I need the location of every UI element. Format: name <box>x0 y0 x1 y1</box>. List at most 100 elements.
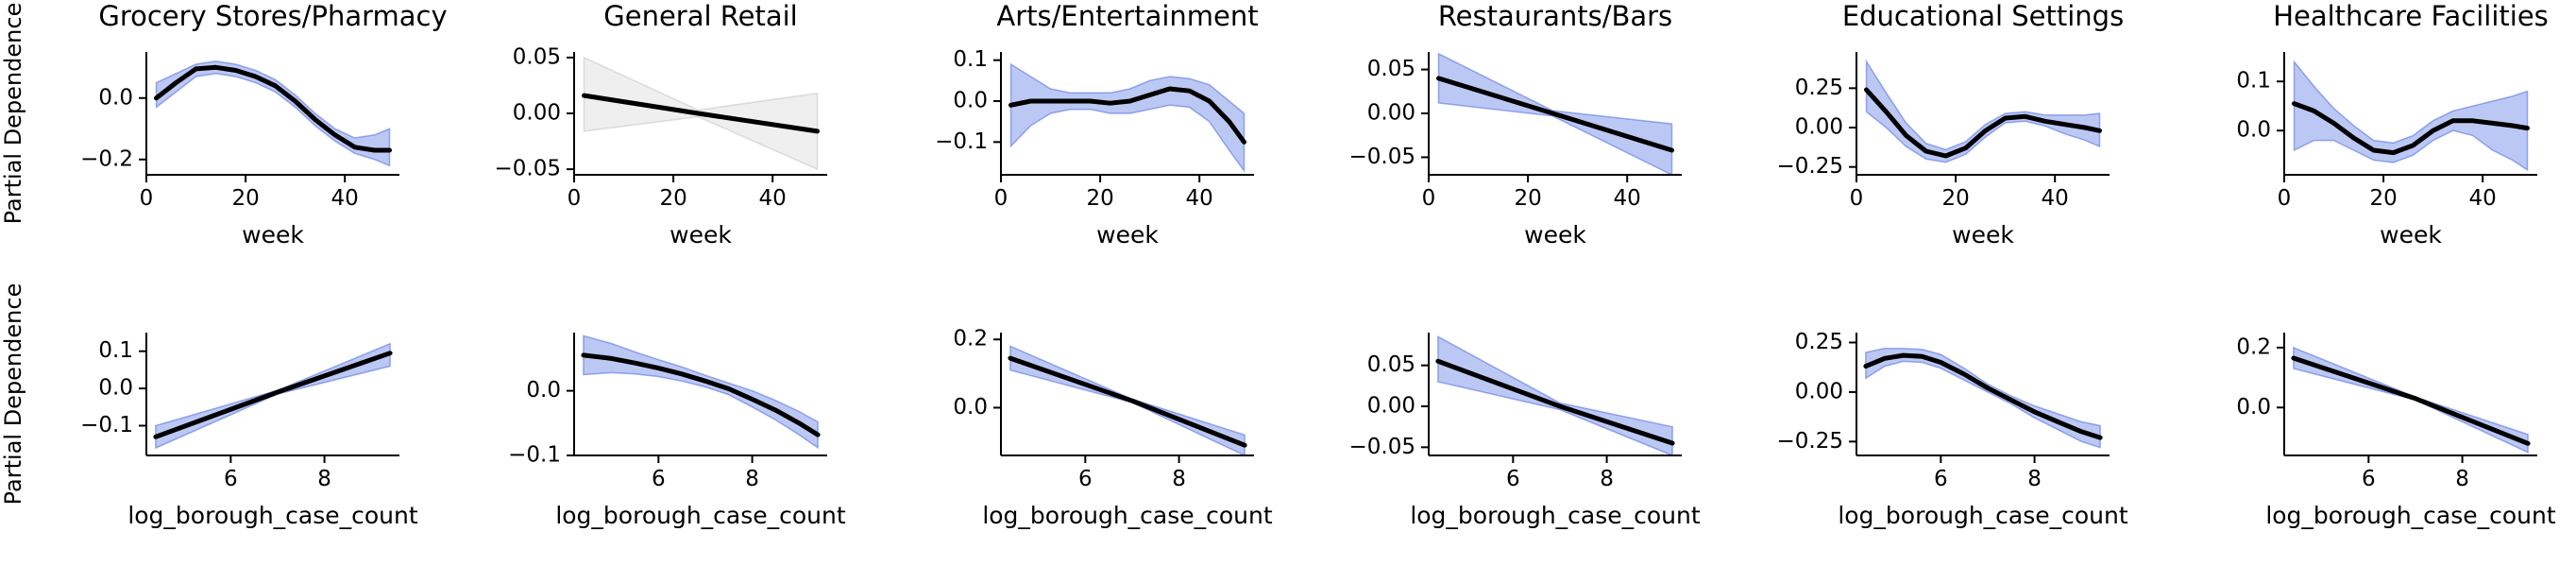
subplot-1: 0 20 40 −0.2 0.0 week Grocery Stores/Pharmacy <box>80 0 448 249</box>
x-tick-label: 40 <box>2042 186 2069 211</box>
x-tick-label: 20 <box>659 186 686 211</box>
x-tick-label: 0 <box>568 186 582 211</box>
x-tick-label: 20 <box>1086 186 1113 211</box>
subplot-title: Grocery Stores/Pharmacy <box>98 0 447 32</box>
partial-dependence-line <box>153 351 393 439</box>
partial-dependence-line <box>2292 101 2530 156</box>
subplot-title: Restaurants/Bars <box>1438 0 1672 32</box>
subplot-8: 6 8 −0.1 0.0 log_borough_case_count <box>508 333 846 529</box>
confidence-band <box>2293 60 2529 172</box>
partial-dependence-line <box>1863 352 2103 440</box>
y-tick-label: 0.25 <box>1795 330 1843 354</box>
y-tick-label: 0.05 <box>513 44 561 69</box>
x-tick-label: 20 <box>1941 186 1969 211</box>
x-axis-label: log_borough_case_count <box>555 502 846 529</box>
y-tick-label: 0.0 <box>953 395 988 420</box>
x-tick-label: 40 <box>759 186 787 211</box>
x-tick-label: 0 <box>2278 186 2292 211</box>
y-tick-label: 0.00 <box>1795 379 1843 403</box>
x-tick-label: 20 <box>1514 186 1541 211</box>
x-tick-label: 40 <box>2469 186 2497 211</box>
y-tick-label: −0.2 <box>80 146 133 171</box>
x-tick-label: 0 <box>994 186 1008 211</box>
y-tick-label: −0.25 <box>1777 429 1843 454</box>
x-axis-label: week <box>1096 221 1159 249</box>
confidence-band <box>155 60 391 167</box>
x-tick-label: 8 <box>1600 467 1614 491</box>
x-axis-label: log_borough_case_count <box>2265 502 2556 529</box>
x-tick-label: 8 <box>2455 467 2469 491</box>
subplot-10: 6 8 −0.05 0.00 0.05 log_borough_case_count <box>1349 333 1701 529</box>
subplot-6: 0 20 40 0.0 0.1 week Healthcare Facilities <box>2236 0 2548 249</box>
x-tick-label: 8 <box>2027 467 2042 491</box>
partial-dependence-line <box>1435 358 1675 446</box>
x-axis-label: week <box>1952 221 2014 249</box>
confidence-band <box>1865 59 2101 163</box>
subplot-11: 6 8 −0.25 0.00 0.25 log_borough_case_count <box>1777 330 2128 529</box>
x-tick-label: 8 <box>745 467 759 491</box>
y-tick-label: 0.1 <box>2236 69 2271 94</box>
confidence-band <box>1437 335 1673 457</box>
y-tick-label: 0.0 <box>2236 118 2271 143</box>
x-tick-label: 6 <box>224 467 238 491</box>
partial-dependence-line <box>1864 87 2102 159</box>
y-tick-label: 0.0 <box>953 89 988 113</box>
y-tick-label: −0.05 <box>1349 435 1415 459</box>
x-axis-label: log_borough_case_count <box>127 502 418 529</box>
x-tick-label: 40 <box>1186 186 1213 211</box>
y-tick-label: 0.05 <box>1367 57 1415 81</box>
x-axis-label: week <box>669 221 732 249</box>
subplot-title: General Retail <box>603 0 797 32</box>
x-axis-label: week <box>242 221 304 249</box>
x-tick-label: 0 <box>1850 186 1864 211</box>
y-tick-label: 0.1 <box>98 338 133 363</box>
x-tick-label: 6 <box>1078 467 1093 491</box>
y-tick-label: −0.05 <box>1349 145 1415 169</box>
y-tick-label: 0.05 <box>1367 352 1415 377</box>
y-tick-label: 0.0 <box>98 376 133 401</box>
x-axis-label: week <box>2380 221 2442 249</box>
y-tick-label: 0.00 <box>1367 101 1415 126</box>
x-tick-label: 0 <box>140 186 154 211</box>
y-tick-label: 0.00 <box>513 101 561 126</box>
x-tick-label: 0 <box>1422 186 1436 211</box>
confidence-band <box>583 334 819 450</box>
subplot-12: 6 8 0.0 0.2 log_borough_case_count <box>2236 333 2556 529</box>
y-tick-label: −0.05 <box>495 157 561 181</box>
x-tick-label: 40 <box>1614 186 1641 211</box>
y-tick-label: 0.00 <box>1367 394 1415 419</box>
subplot-2: 0 20 40 −0.05 0.00 0.05 week General Retail <box>495 0 827 249</box>
x-tick-label: 20 <box>231 186 259 211</box>
confidence-band <box>1865 348 2101 449</box>
x-tick-label: 6 <box>1934 467 1948 491</box>
subplot-title: Healthcare Facilities <box>2273 0 2549 32</box>
subplot-4: 0 20 40 −0.05 0.00 0.05 week Restaurants/Bars <box>1349 0 1682 249</box>
y-tick-label: −0.1 <box>80 413 133 437</box>
partial-dependence-line <box>154 64 392 153</box>
y-tick-label: 0.2 <box>953 327 988 352</box>
partial-dependence-line <box>1436 76 1674 153</box>
x-axis-label: log_borough_case_count <box>1838 502 2128 529</box>
subplot-title: Arts/Entertainment <box>996 0 1258 32</box>
y-tick-label: 0.25 <box>1795 76 1843 100</box>
x-tick-label: 20 <box>2369 186 2397 211</box>
confidence-band <box>2293 346 2529 454</box>
x-tick-label: 6 <box>2362 467 2376 491</box>
x-axis-label: log_borough_case_count <box>982 502 1273 529</box>
x-tick-label: 6 <box>1506 467 1520 491</box>
subplot-9: 6 8 0.0 0.2 log_borough_case_count <box>953 327 1272 529</box>
y-tick-label: 0.00 <box>1795 115 1843 140</box>
x-tick-label: 6 <box>652 467 666 491</box>
confidence-band <box>1009 62 1246 174</box>
subplot-7: 6 8 −0.1 0.0 0.1 log_borough_case_count <box>80 333 418 529</box>
subplot-5: 0 20 40 −0.25 0.00 0.25 week Educational Settin… <box>1777 0 2125 249</box>
y-tick-label: 0.0 <box>2236 395 2271 420</box>
x-tick-label: 40 <box>331 186 359 211</box>
x-tick-label: 8 <box>1172 467 1186 491</box>
partial-dependence-line <box>582 93 820 134</box>
y-tick-label: 0.0 <box>98 85 133 110</box>
y-tick-label: −0.25 <box>1777 154 1843 179</box>
row-ylabel: Partial Dependence <box>0 3 26 225</box>
partial-dependence-line <box>1008 355 1247 448</box>
